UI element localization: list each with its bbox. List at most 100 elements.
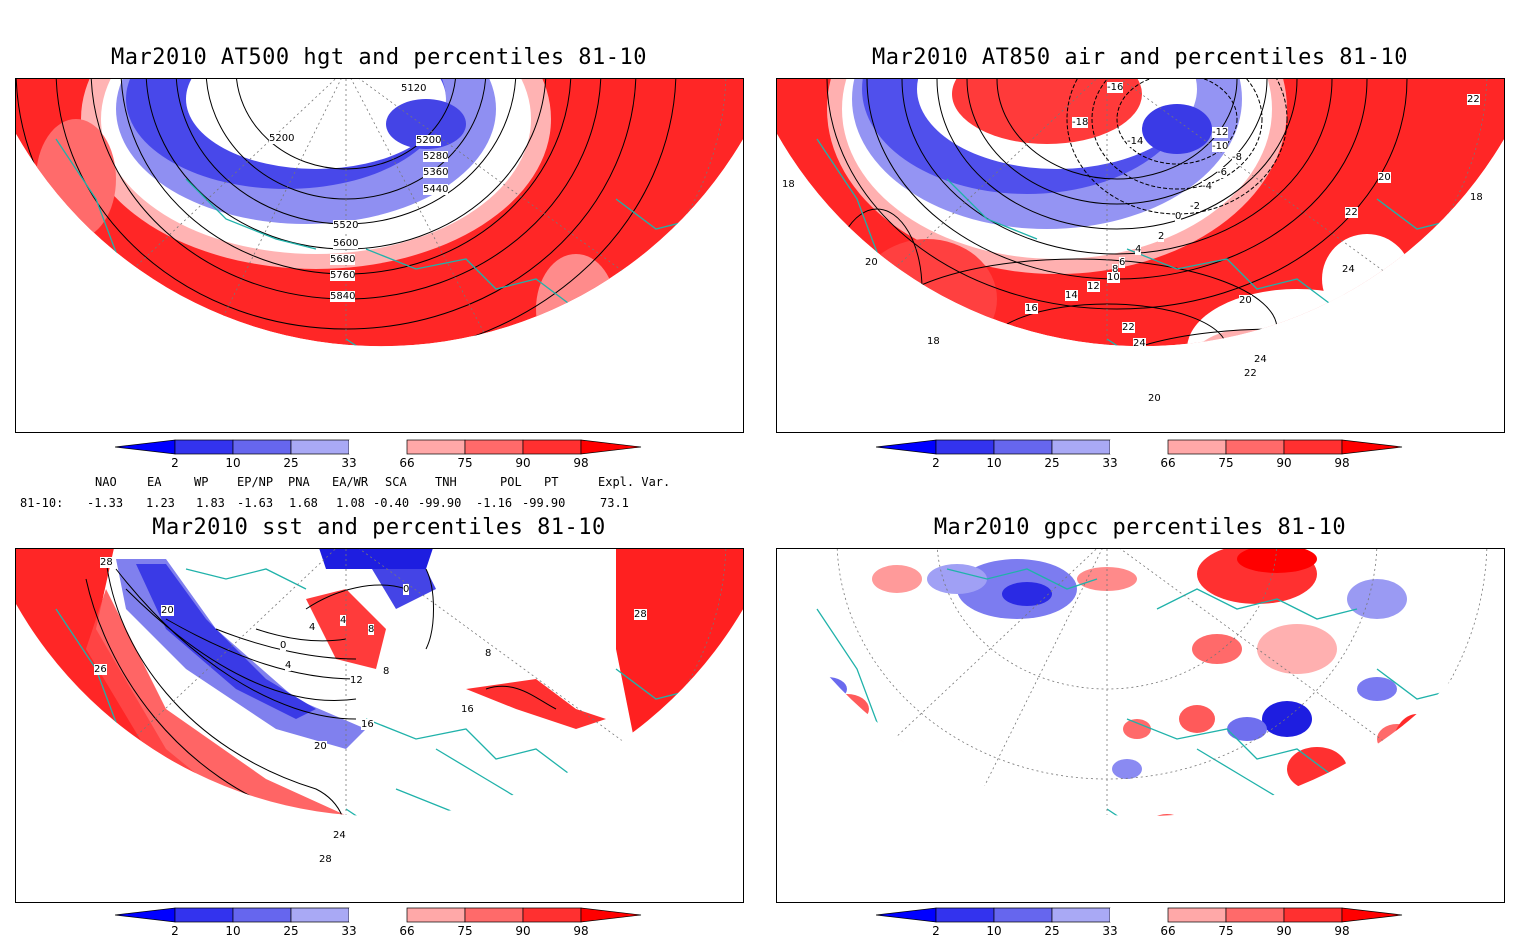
contour-label: 5600 [333, 238, 359, 249]
tc-header: POL [500, 475, 522, 489]
colorbar-swatch [1283, 439, 1343, 455]
colorbar-swatch [406, 907, 466, 923]
contour-label: -16 [1107, 82, 1124, 93]
contour-label: 14 [1065, 290, 1078, 301]
colorbar-swatch [464, 907, 524, 923]
contour-label: 2 [1158, 231, 1165, 242]
colorbar-tick-label: 75 [457, 924, 472, 936]
colorbar-swatch [174, 907, 234, 923]
panel3-title: Mar2010 sst and percentiles 81-10 [152, 515, 606, 540]
tc-header: EP/NP [237, 475, 274, 489]
contour-label: 12 [350, 675, 363, 686]
contour-label: -4 [1202, 181, 1212, 192]
colorbar-tick-label: 10 [986, 924, 1001, 936]
colorbar-swatch [1110, 908, 1168, 922]
contour-label: -2 [1190, 201, 1200, 212]
tc-value: -0.40 [373, 496, 410, 510]
colorbar-swatch [993, 907, 1053, 923]
colorbar-tick-label: 25 [1044, 924, 1059, 936]
contour-label: 5680 [330, 254, 356, 265]
colorbar-swatch [406, 439, 466, 455]
tc-value: -1.16 [476, 496, 513, 510]
colorbar-tick-label: 66 [399, 456, 414, 468]
tc-value: 1.23 [146, 496, 175, 510]
colorbar-tick-label: 25 [283, 456, 298, 468]
colorbar-high-arrow [1341, 439, 1403, 455]
colorbar-swatch [232, 907, 292, 923]
contour-label: 5840 [330, 291, 356, 302]
colorbar-swatch [522, 439, 582, 455]
map-panel-air850: -16 -18 -14 -12 -10 -8 -6 -4 -2 0 2 4 6 … [776, 78, 1505, 433]
colorbar-low-arrow [115, 439, 176, 455]
tc-value: -1.63 [237, 496, 274, 510]
contour-label: 20 [865, 257, 878, 268]
contour-label: 4 [309, 622, 316, 633]
contour-label: 8 [368, 624, 375, 635]
contour-label: 18 [782, 179, 795, 190]
colorbar-tick-label: 2 [171, 456, 179, 468]
colorbar-swatches: 2 10 25 33 66 75 90 98 [876, 439, 1403, 468]
colorbar-swatch [1110, 440, 1168, 454]
map-panel-sst: 28 20 0 4 8 0 4 4 8 12 16 20 24 28 16 8 … [15, 548, 744, 903]
tc-value: -1.33 [87, 496, 124, 510]
contour-label: 5520 [333, 220, 359, 231]
colorbar-tick-label: 33 [1102, 924, 1117, 936]
tc-header: NAO [95, 475, 117, 489]
contour-label: 4 [340, 615, 347, 626]
panel1-title: Mar2010 AT500 hgt and percentiles 81-10 [110, 45, 648, 70]
tc-value: -99.90 [522, 496, 566, 510]
map-panel-gpcc [776, 548, 1505, 903]
colorbar-swatch [290, 907, 350, 923]
contour-label: 10 [1107, 272, 1120, 283]
contour-label: 22 [1244, 368, 1257, 379]
panel4-title: Mar2010 gpcc percentiles 81-10 [933, 515, 1347, 540]
contour-label: 24 [1342, 264, 1355, 275]
colorbar-swatch [1167, 439, 1227, 455]
contour-label: 20 [1148, 393, 1161, 404]
tc-value: 1.08 [336, 496, 365, 510]
colorbar-tick-label: 33 [1102, 456, 1117, 468]
colorbar-tick-label: 75 [1218, 924, 1233, 936]
tc-value: 1.68 [289, 496, 318, 510]
colorbar-swatches: 2 10 25 33 66 75 90 98 [115, 907, 642, 936]
contour-label: 0 [280, 640, 287, 651]
tc-header: EA/WR [332, 475, 369, 489]
contour-label: 20 [161, 605, 174, 616]
colorbar-swatch [1283, 907, 1343, 923]
map-panel-hgt500: 5120 5200 5200 5280 5360 5440 5520 5600 … [15, 78, 744, 433]
contour-label: 16 [1025, 303, 1038, 314]
contour-label: 8 [383, 666, 390, 677]
colorbar-swatch [464, 439, 524, 455]
colorbar-tick-label: 98 [1334, 924, 1349, 936]
tc-header: EA [147, 475, 162, 489]
contour-label: 4 [285, 660, 292, 671]
contour-label: -10 [1212, 141, 1229, 152]
colorbar-swatch [1225, 439, 1285, 455]
contour-label: 20 [1239, 295, 1252, 306]
colorbar-swatch [349, 908, 407, 922]
colorbar-tick-label: 75 [457, 456, 472, 468]
colorbar-high-arrow [580, 439, 642, 455]
colorbar-tick-label: 90 [515, 924, 530, 936]
contour-label: 18 [1470, 192, 1483, 203]
anomaly-white-center [186, 79, 446, 169]
colorbar-tick-label: 25 [283, 924, 298, 936]
contour-label: 20 [314, 741, 327, 752]
anomaly-pink-patch [536, 254, 616, 347]
panel2-title: Mar2010 AT850 air and percentiles 81-10 [871, 45, 1409, 70]
contour-label: 24 [1133, 338, 1146, 349]
contour-label: 5440 [423, 184, 449, 195]
colorbar-swatch [1225, 907, 1285, 923]
colorbar-swatch [174, 439, 234, 455]
contour-label: 16 [461, 704, 474, 715]
colorbar-low-arrow [115, 907, 176, 923]
contour-label: 12 [1087, 281, 1100, 292]
contour-label: 0 [403, 584, 410, 595]
contour-label: -12 [1212, 127, 1229, 138]
colorbar-swatch [349, 440, 407, 454]
contour-label: -14 [1127, 136, 1144, 147]
colorbar-air850: 2 10 25 33 66 75 90 98 [876, 439, 1403, 468]
contour-label: 22 [1345, 207, 1358, 218]
colorbar-tick-label: 2 [932, 456, 940, 468]
contour-label: 5280 [423, 151, 449, 162]
